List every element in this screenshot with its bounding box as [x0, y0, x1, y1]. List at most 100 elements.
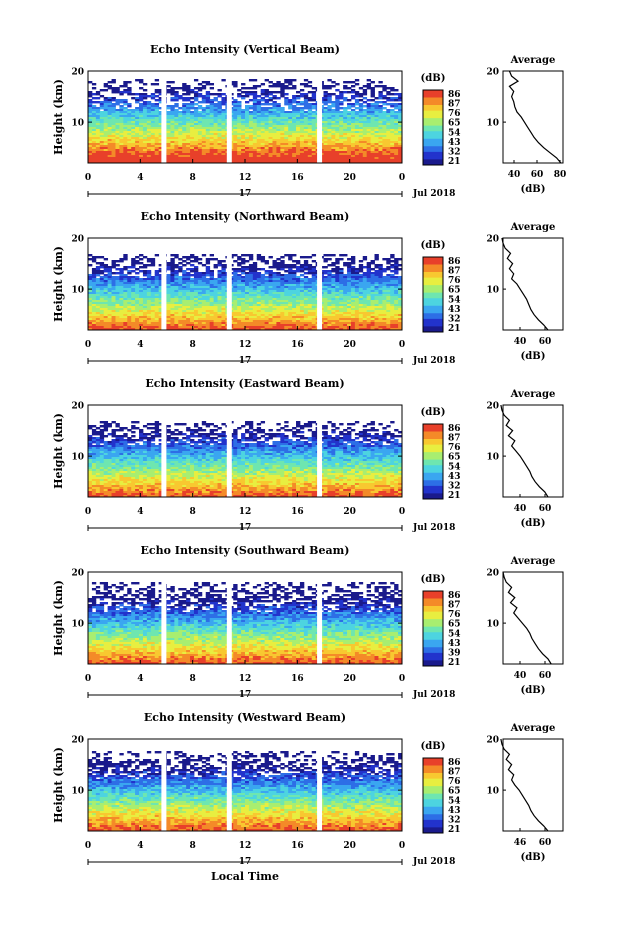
data-gap [317, 739, 323, 831]
colorbar-tick-label: 43 [448, 472, 461, 482]
colorbar-tick-label: 65 [448, 453, 461, 463]
colorbar [423, 90, 443, 166]
colorbar-unit: (dB) [421, 73, 446, 84]
panel-3: Echo Intensity (Eastward Beam) 20 10 Height… [52, 377, 564, 533]
x-tick-label: 16 [291, 507, 304, 517]
average-x-tick-label: 60 [539, 671, 552, 681]
average-frame [502, 404, 564, 498]
date-day: 17 [239, 523, 252, 533]
average-y-tick-label: 10 [486, 286, 499, 296]
heatmap [88, 751, 403, 832]
average-y-tick-label: 10 [486, 787, 499, 797]
y-axis-label: Height (km) [52, 246, 65, 322]
colorbar-tick-label: 87 [448, 267, 461, 277]
x-tick-label: 8 [190, 507, 196, 517]
colorbar-tick-label: 21 [448, 658, 461, 668]
date-day: 17 [239, 857, 252, 867]
colorbar-tick-label: 32 [448, 481, 461, 491]
colorbar-tick-label: 86 [448, 90, 461, 100]
average-frame [502, 70, 564, 164]
colorbar-frame [422, 423, 444, 500]
colorbar-tick-label: 87 [448, 768, 461, 778]
y-tick-label: 20 [71, 402, 84, 412]
date-label: Jul 2018 [412, 523, 455, 533]
x-tick-label: 16 [291, 173, 304, 183]
colorbar-tick-label: 54 [448, 128, 461, 138]
x-tick-label: 12 [239, 173, 252, 183]
average-x-tick-label: 80 [554, 170, 567, 180]
date-label: Jul 2018 [412, 857, 455, 867]
average-x-tick-label: 40 [514, 337, 527, 347]
data-gap [161, 405, 167, 497]
average-frame [502, 237, 564, 331]
average-y-tick-label: 10 [486, 119, 499, 129]
panel-title: Echo Intensity (Westward Beam) [144, 711, 346, 724]
colorbar-frame [422, 256, 444, 333]
data-gap [161, 572, 167, 664]
x-tick-label: 20 [343, 841, 356, 851]
average-x-tick-label: 60 [539, 337, 552, 347]
y-tick-label: 10 [71, 286, 84, 296]
average-x-tick-label: 40 [514, 671, 527, 681]
date-day: 17 [239, 690, 252, 700]
data-gap [317, 238, 323, 330]
colorbar-tick-label: 39 [448, 648, 461, 658]
colorbar-tick-label: 65 [448, 620, 461, 630]
date-label: Jul 2018 [412, 690, 455, 700]
x-tick-label: 20 [343, 674, 356, 684]
average-profile-line [508, 70, 562, 164]
x-tick-label: 0 [399, 841, 405, 851]
x-tick-label: 4 [137, 340, 143, 350]
x-tick-label: 0 [85, 340, 91, 350]
x-tick-label: 0 [85, 674, 91, 684]
x-tick-label: 20 [343, 340, 356, 350]
panel-1: Echo Intensity (Vertical Beam) 20 10 Height… [52, 43, 566, 199]
colorbar-tick-label: 54 [448, 462, 461, 472]
colorbar-frame [422, 89, 444, 166]
y-tick-label: 10 [71, 620, 84, 630]
y-axis-label: Height (km) [52, 79, 65, 155]
date-day: 17 [239, 189, 252, 199]
colorbar-tick-label: 87 [448, 434, 461, 444]
x-tick-label: 16 [291, 841, 304, 851]
x-tick-label: 20 [343, 173, 356, 183]
colorbar-tick-label: 87 [448, 100, 461, 110]
heatmap [88, 421, 403, 498]
average-x-label: (dB) [521, 518, 546, 529]
y-tick-label: 10 [71, 787, 84, 797]
average-profile-line [500, 738, 549, 832]
colorbar-tick-label: 86 [448, 424, 461, 434]
colorbar [423, 424, 443, 500]
x-axis-label: Local Time [211, 870, 279, 883]
data-gap [161, 739, 167, 831]
colorbar-unit: (dB) [421, 240, 446, 251]
y-axis-label: Height (km) [52, 413, 65, 489]
average-y-tick-label: 10 [486, 620, 499, 630]
colorbar-tick-label: 76 [448, 610, 461, 620]
colorbar [423, 758, 443, 834]
colorbar-tick-label: 21 [448, 324, 461, 334]
data-gap [317, 572, 323, 664]
x-tick-label: 12 [239, 507, 252, 517]
y-tick-label: 20 [71, 235, 84, 245]
y-tick-label: 20 [71, 736, 84, 746]
data-gap [226, 405, 232, 497]
y-tick-label: 20 [71, 68, 84, 78]
colorbar-tick-label: 43 [448, 138, 461, 148]
y-axis-label: Height (km) [52, 747, 65, 823]
colorbar-unit: (dB) [421, 574, 446, 585]
average-x-tick-label: 40 [514, 504, 527, 514]
colorbar-tick-label: 65 [448, 286, 461, 296]
y-axis-label: Height (km) [52, 580, 65, 656]
x-tick-label: 16 [291, 340, 304, 350]
colorbar [423, 591, 443, 667]
x-tick-label: 4 [137, 173, 143, 183]
colorbar-tick-label: 87 [448, 601, 461, 611]
date-label: Jul 2018 [412, 356, 455, 366]
data-gap [317, 71, 323, 163]
average-x-label: (dB) [521, 685, 546, 696]
heatmap [88, 79, 403, 164]
panel-title: Echo Intensity (Vertical Beam) [150, 43, 340, 56]
colorbar-tick-label: 43 [448, 639, 461, 649]
